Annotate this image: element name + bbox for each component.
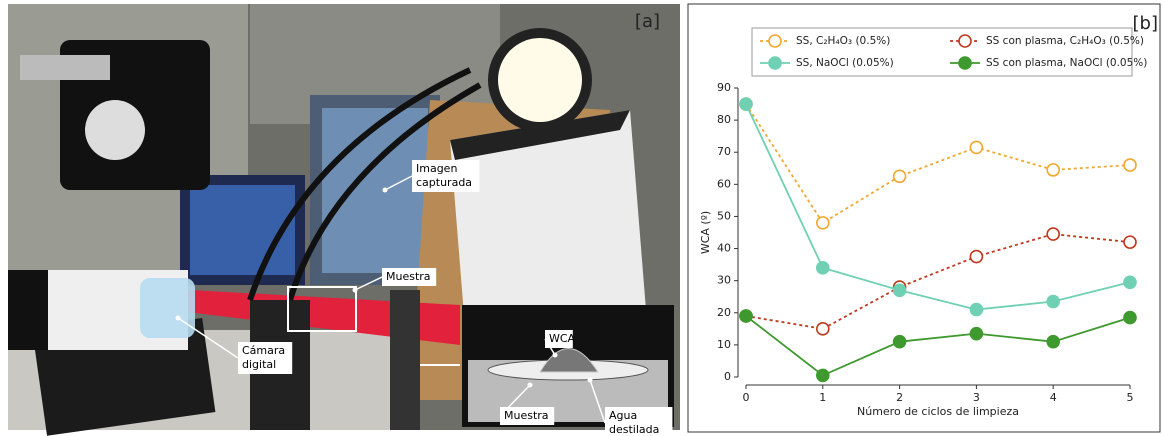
legend-label: SS, C₂H₄O₃ (0.5%): [796, 35, 890, 47]
y-axis-label: WCA (º): [699, 211, 712, 254]
annotation: Agua: [609, 409, 637, 422]
annotation-dot: [353, 288, 358, 293]
data-point: [817, 262, 829, 274]
legend-marker: [769, 35, 781, 47]
data-point: [894, 336, 906, 348]
x-tick-label: 0: [743, 391, 750, 404]
y-tick-label: 10: [717, 338, 731, 351]
figure: [a] [b] Imagencapturada Muestra Cámaradigi…: [0, 0, 1164, 436]
annotation-dot: [528, 383, 533, 388]
data-point: [817, 369, 829, 381]
y-tick-label: 90: [717, 81, 731, 94]
x-tick-label: 3: [973, 391, 980, 404]
photo: [8, 4, 680, 436]
annotation: destilada: [609, 423, 659, 436]
data-point: [817, 217, 829, 229]
data-point: [740, 310, 752, 322]
data-point: [740, 98, 752, 110]
annotation: Cámara: [242, 344, 285, 357]
annotation-dot: [176, 316, 181, 321]
y-tick-label: 0: [724, 370, 731, 383]
x-tick-label: 5: [1127, 391, 1134, 404]
legend-marker: [959, 57, 971, 69]
data-point: [970, 328, 982, 340]
annotation: capturada: [416, 176, 472, 189]
data-point: [1047, 228, 1059, 240]
y-tick-label: 30: [717, 274, 731, 287]
annotation-dot: [588, 378, 593, 383]
y-tick-label: 60: [717, 177, 731, 190]
panel-label: [a]: [635, 11, 660, 32]
legend-label: SS, NaOCl (0.05%): [796, 57, 894, 69]
x-axis-label: Número de ciclos de limpieza: [857, 405, 1019, 418]
y-tick-label: 70: [717, 145, 731, 158]
legend-marker: [959, 35, 971, 47]
legend-label: SS con plasma, C₂H₄O₃ (0.5%): [986, 35, 1144, 47]
x-tick-label: 2: [896, 391, 903, 404]
annotation: digital: [242, 358, 276, 371]
y-tick-label: 20: [717, 306, 731, 319]
data-point: [1047, 336, 1059, 348]
annotation: WCA: [549, 332, 576, 345]
data-point: [970, 304, 982, 316]
data-point: [894, 284, 906, 296]
legend-label: SS con plasma, NaOCl (0.05%): [986, 57, 1147, 69]
annotation: Imagen: [416, 162, 457, 175]
y-tick-label: 50: [717, 209, 731, 222]
y-tick-label: 40: [717, 242, 731, 255]
data-point: [970, 251, 982, 263]
data-point: [1124, 159, 1136, 171]
y-tick-label: 80: [717, 113, 731, 126]
data-point: [1124, 312, 1136, 324]
data-point: [817, 323, 829, 335]
annotation: Muestra: [386, 270, 431, 283]
data-point: [970, 141, 982, 153]
data-point: [894, 170, 906, 182]
panel-label: [b]: [1133, 13, 1158, 34]
annotation-dot: [383, 188, 388, 193]
data-point: [1124, 236, 1136, 248]
annotation-dot: [553, 353, 558, 358]
legend-marker: [769, 57, 781, 69]
data-point: [1047, 164, 1059, 176]
x-tick-label: 4: [1050, 391, 1057, 404]
data-point: [1124, 276, 1136, 288]
annotation: Muestra: [504, 409, 549, 422]
x-tick-label: 1: [819, 391, 826, 404]
data-point: [1047, 296, 1059, 308]
